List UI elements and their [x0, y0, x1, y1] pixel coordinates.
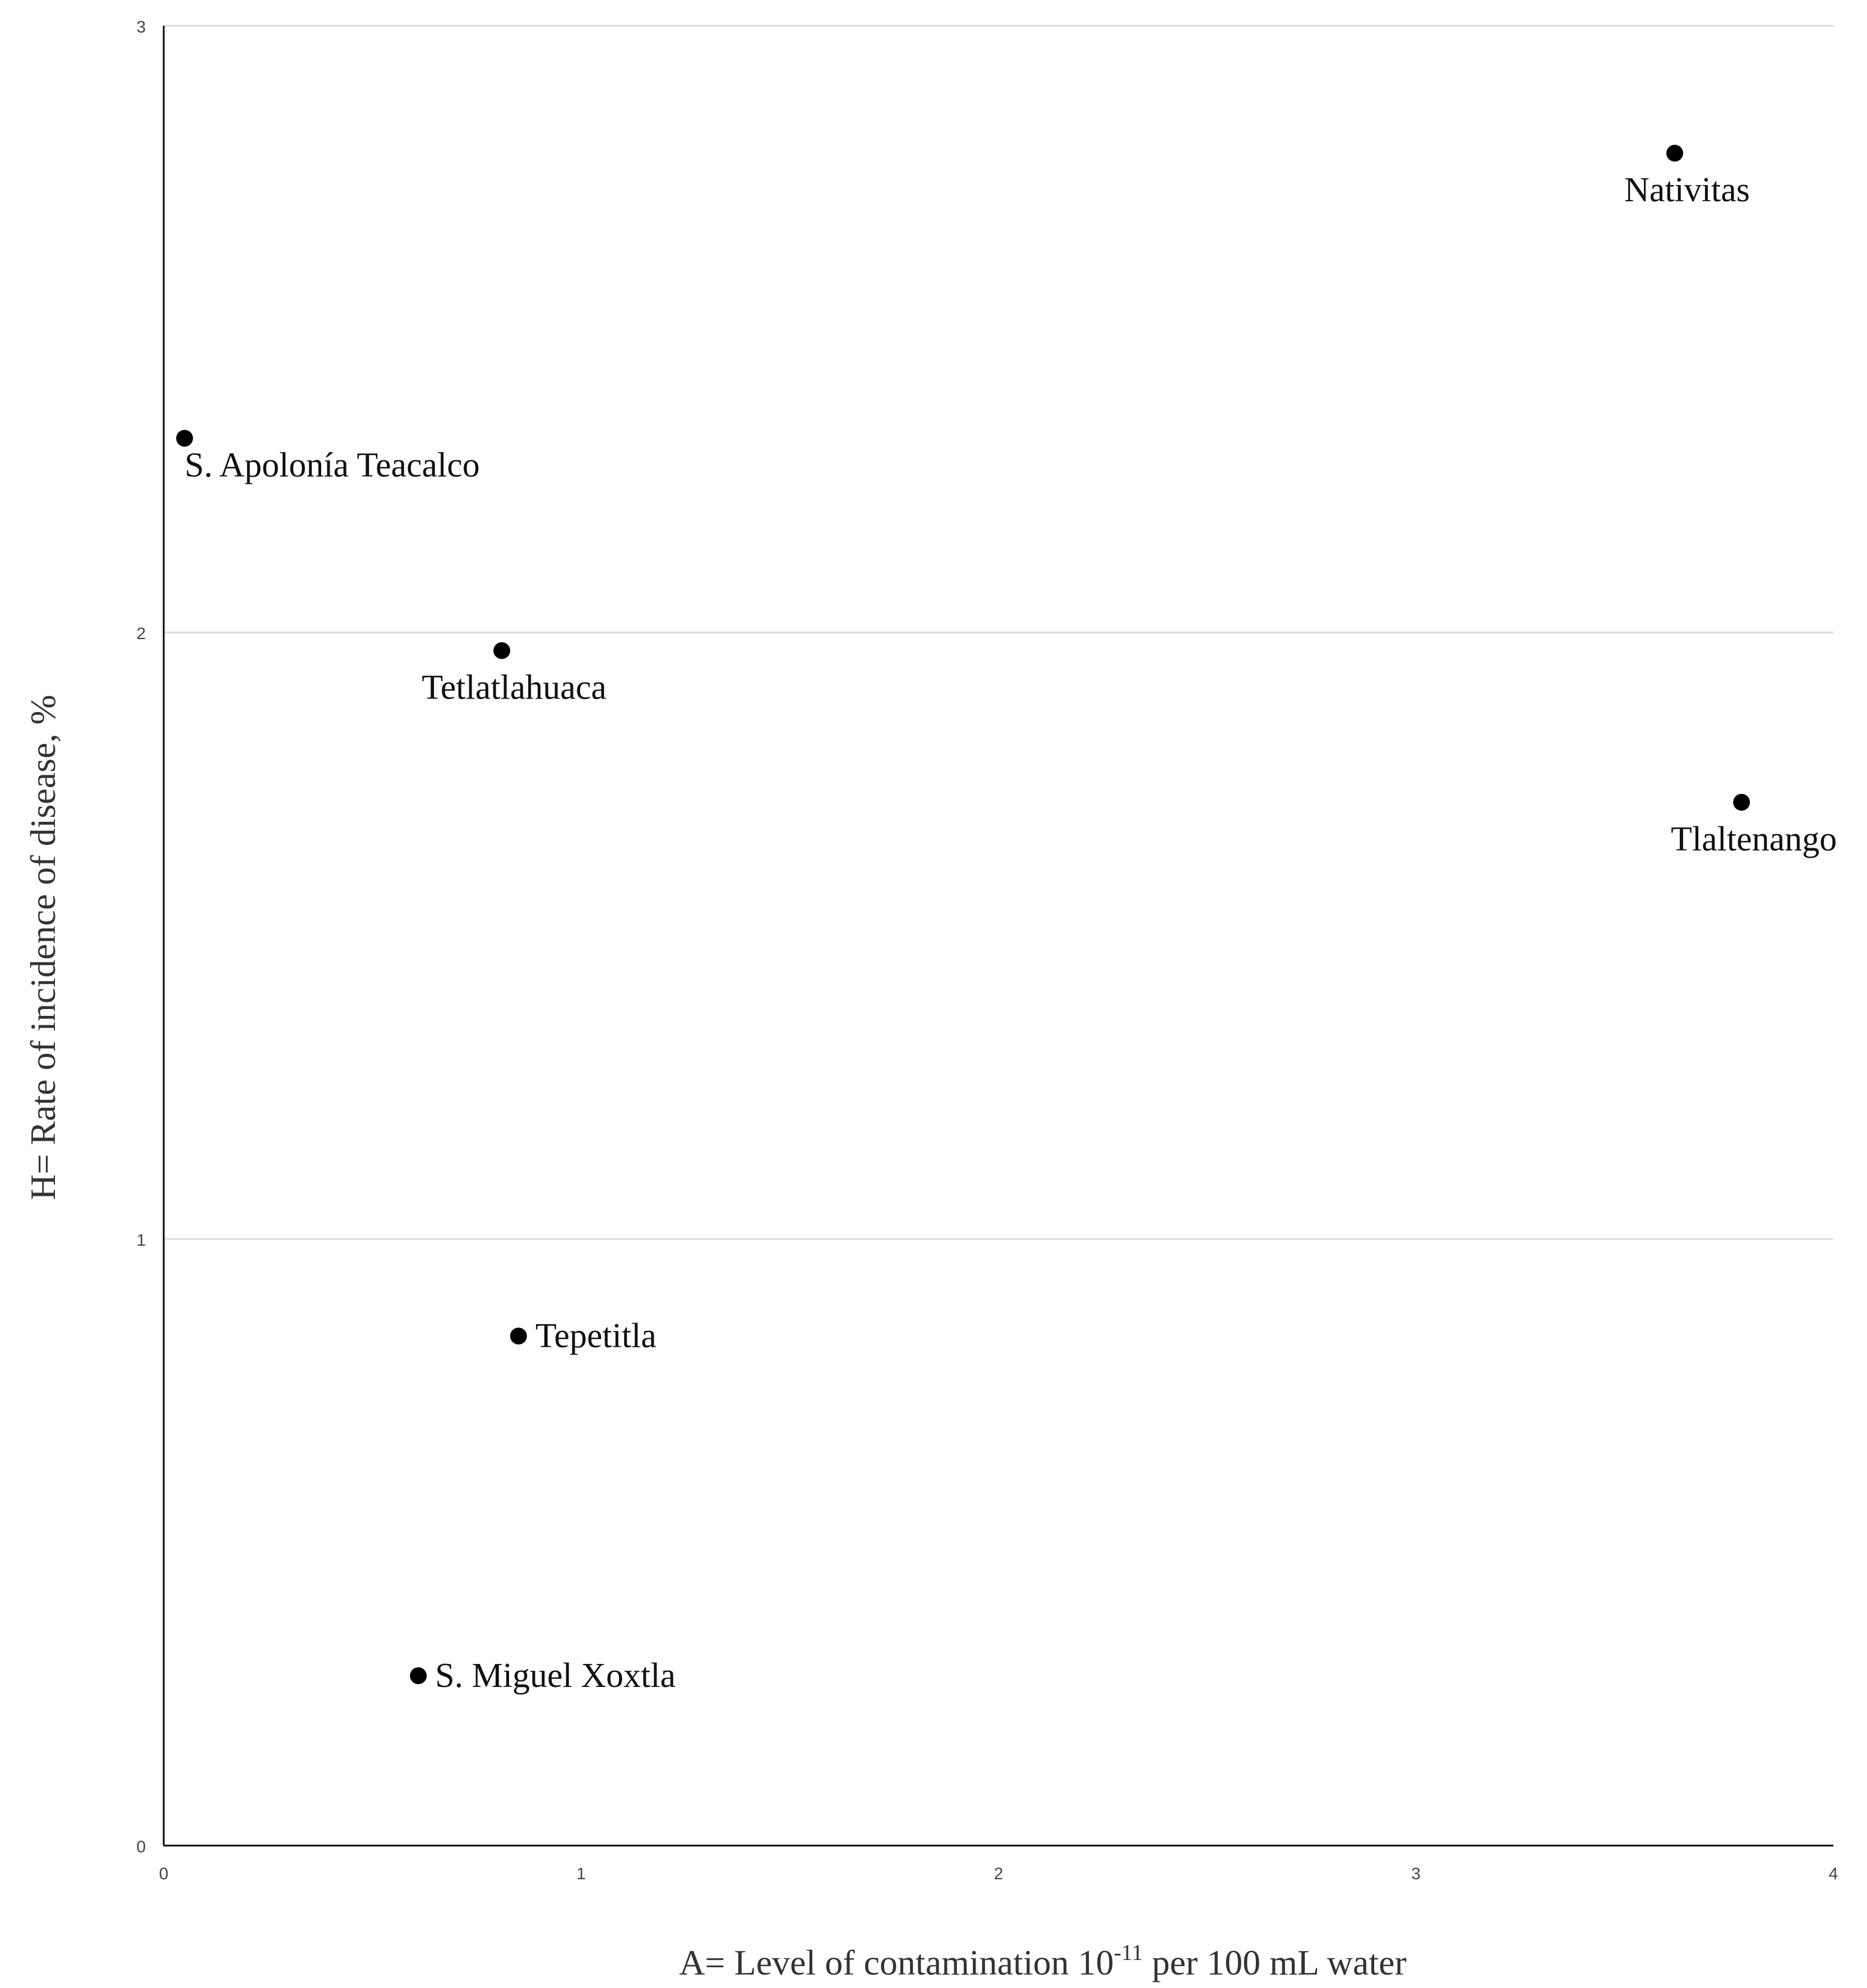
x-tick-label-0: 0: [159, 1865, 169, 1883]
y-tick-label-1: 1: [136, 1231, 146, 1250]
data-point-3: [1733, 793, 1750, 811]
grid-lines: [164, 25, 1833, 1240]
y-tick-label-3: 3: [136, 18, 146, 36]
data-point-label-3: Tlaltenango: [1671, 820, 1837, 858]
y-tick-label-0: 0: [136, 1838, 146, 1856]
data-point-label-5: S. Miguel Xoxtla: [435, 1657, 676, 1695]
data-point-0: [1666, 145, 1684, 162]
data-points: [176, 145, 1750, 1685]
data-point-4: [510, 1328, 527, 1345]
data-point-label-4: Tepetitla: [535, 1317, 657, 1355]
data-point-label-0: Nativitas: [1624, 171, 1750, 209]
x-axis-title-unit: per 100 mL water: [1143, 1943, 1406, 1982]
data-point-label-2: Tetlatlahuaca: [422, 668, 607, 706]
x-axis-title-main: A= Level of contamination 10: [679, 1943, 1113, 1982]
x-tick-label-1: 1: [576, 1865, 586, 1883]
data-point-5: [410, 1667, 427, 1685]
y-tick-label-2: 2: [136, 625, 146, 643]
tick-labels: 0 1 2 3 0 1 2 3 4: [136, 18, 1838, 1883]
point-labels: Nativitas S. Apolonía Teacalco Tetlatlahua…: [184, 171, 1837, 1695]
y-axis-title: H= Rate of incidence of disease, %: [23, 695, 63, 1200]
x-tick-label-2: 2: [994, 1865, 1004, 1883]
axes: [163, 26, 1833, 1847]
x-tick-label-3: 3: [1411, 1865, 1421, 1883]
x-axis-title: A= Level of contamination 10-11 per 100 …: [679, 1940, 1407, 1982]
data-point-2: [493, 642, 511, 659]
data-point-label-1: S. Apolonía Teacalco: [184, 446, 480, 484]
x-tick-label-4: 4: [1829, 1865, 1838, 1883]
x-axis-title-exponent: -11: [1114, 1940, 1143, 1965]
data-point-1: [176, 429, 193, 447]
